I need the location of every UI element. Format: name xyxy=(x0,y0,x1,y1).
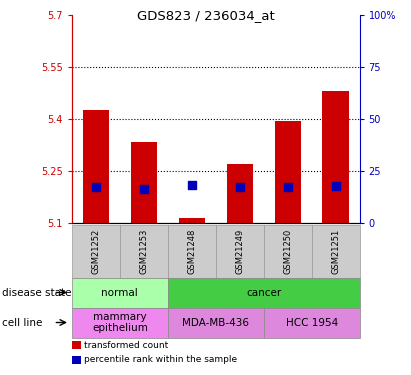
Point xyxy=(141,186,147,192)
Bar xyxy=(275,121,301,223)
Text: GSM21252: GSM21252 xyxy=(91,229,100,274)
Bar xyxy=(83,110,109,223)
Text: GSM21251: GSM21251 xyxy=(331,229,340,274)
Text: GSM21253: GSM21253 xyxy=(139,228,148,274)
Text: mammary
epithelium: mammary epithelium xyxy=(92,312,148,333)
Point xyxy=(92,184,99,190)
Point xyxy=(284,184,291,190)
Text: GSM21249: GSM21249 xyxy=(235,229,244,274)
Bar xyxy=(226,164,253,223)
Text: GSM21250: GSM21250 xyxy=(283,229,292,274)
Text: GDS823 / 236034_at: GDS823 / 236034_at xyxy=(136,9,275,22)
Text: HCC 1954: HCC 1954 xyxy=(286,318,338,327)
Bar xyxy=(131,142,157,223)
Point xyxy=(236,184,243,190)
Point xyxy=(189,182,195,188)
Text: cancer: cancer xyxy=(246,288,282,297)
Text: normal: normal xyxy=(102,288,138,297)
Bar xyxy=(179,218,205,223)
Point xyxy=(332,183,339,189)
Bar xyxy=(323,91,349,223)
Text: disease state: disease state xyxy=(2,288,72,297)
Text: transformed count: transformed count xyxy=(84,340,169,350)
Text: cell line: cell line xyxy=(2,318,42,327)
Text: percentile rank within the sample: percentile rank within the sample xyxy=(84,356,238,364)
Text: MDA-MB-436: MDA-MB-436 xyxy=(182,318,249,327)
Text: GSM21248: GSM21248 xyxy=(187,228,196,274)
